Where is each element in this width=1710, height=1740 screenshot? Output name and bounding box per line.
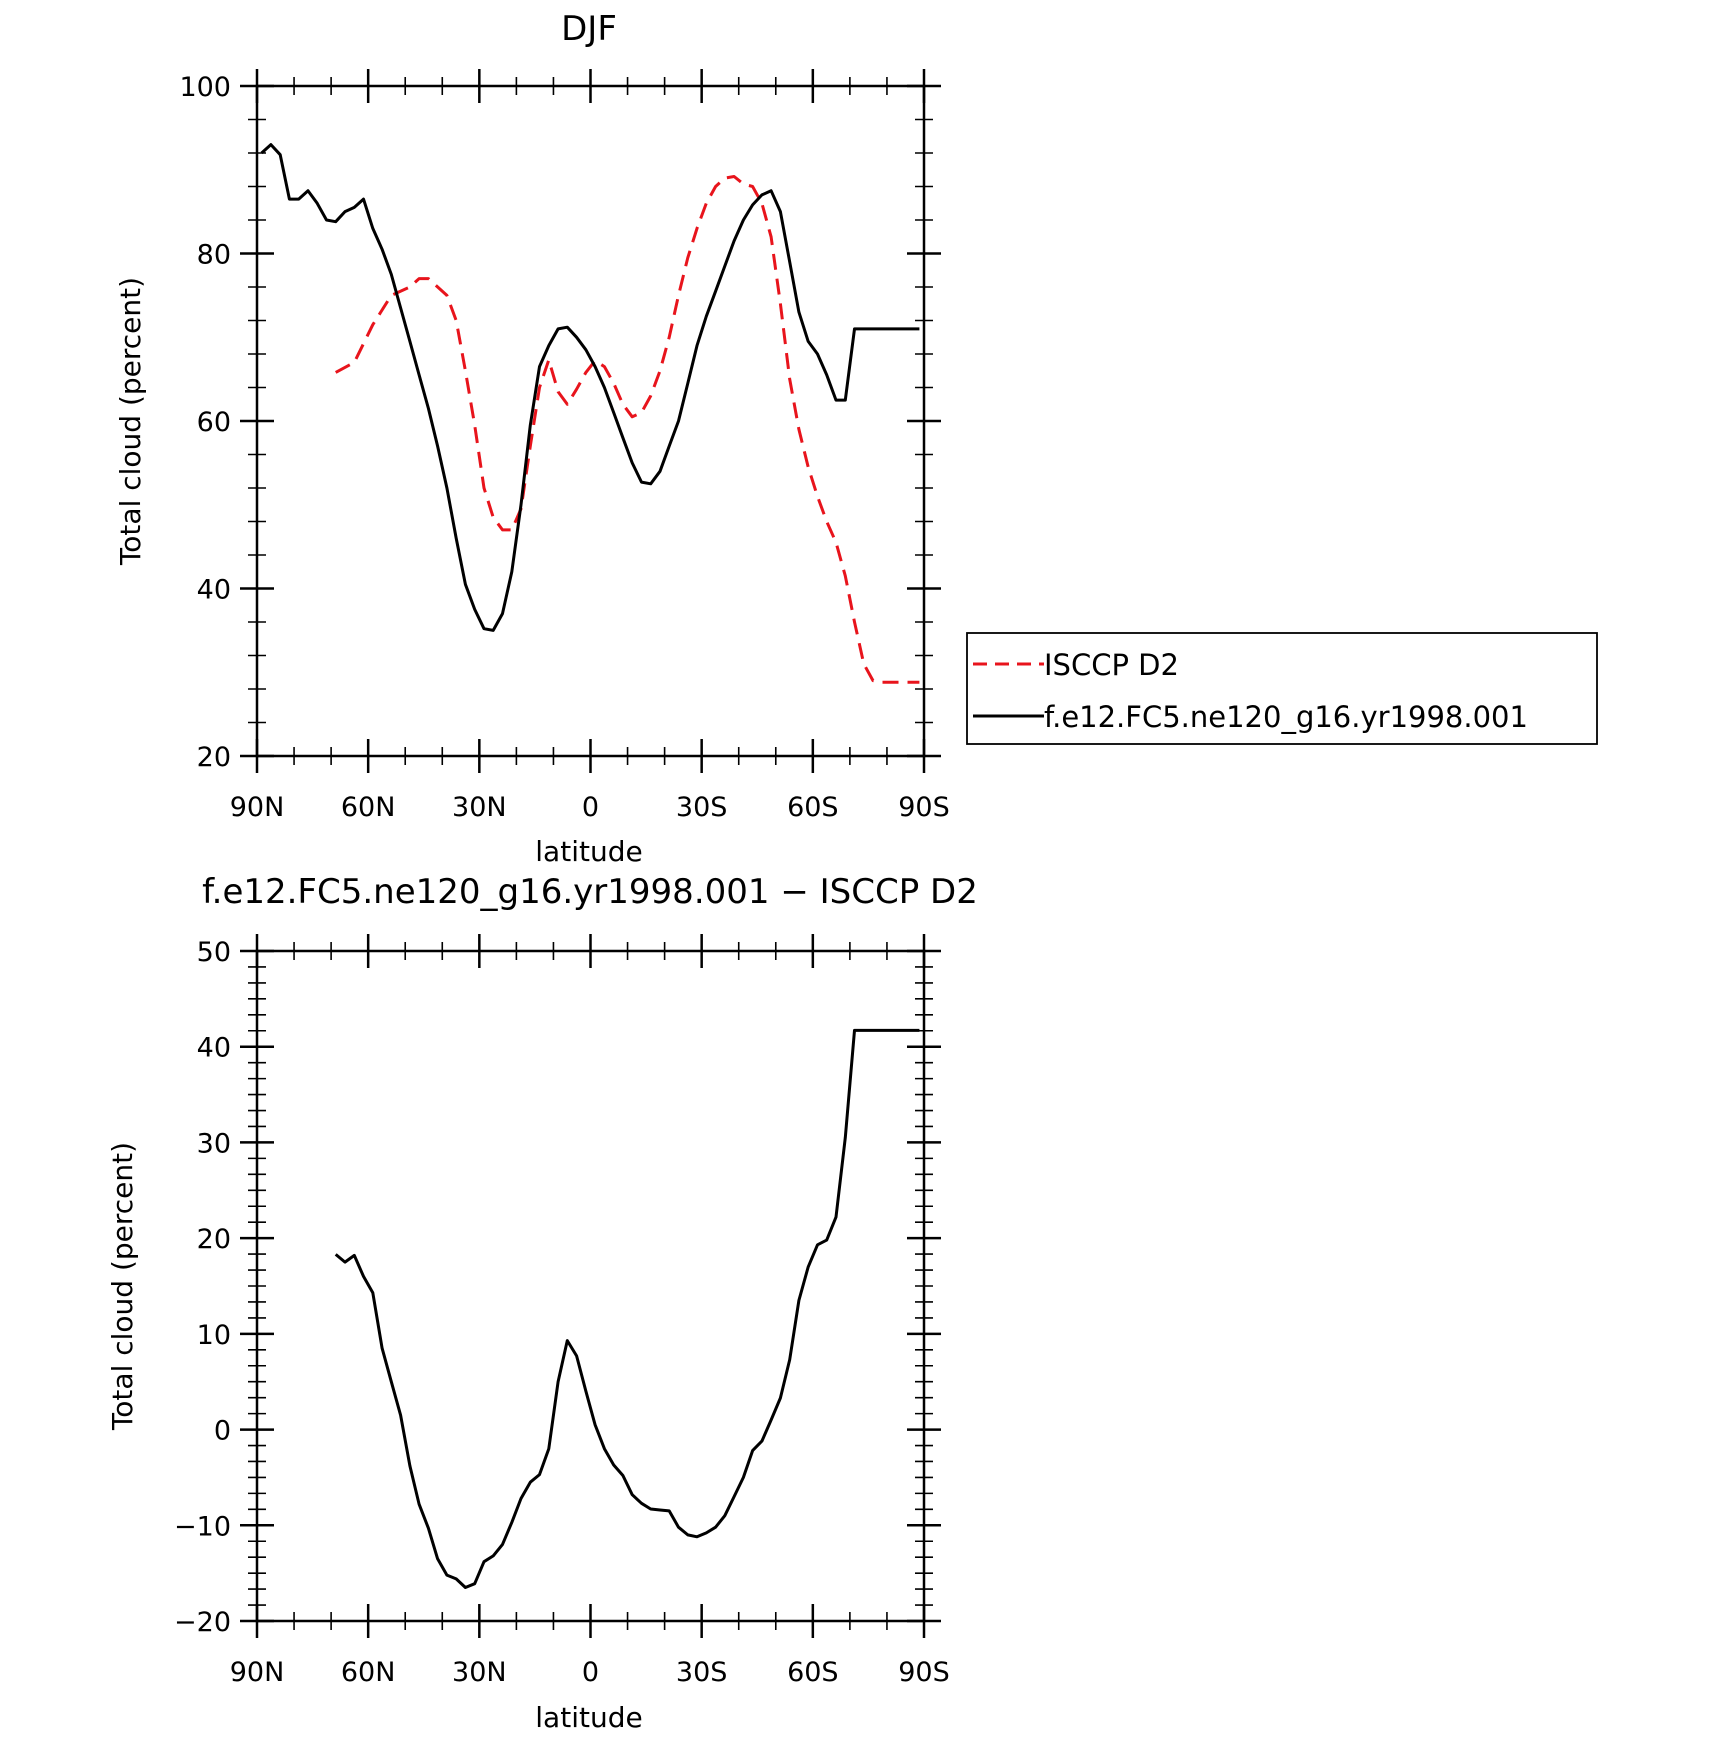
difference-line xyxy=(334,1028,920,1589)
top-panel: DJF 20 40 60 80 100 90N 60N 30N 0 30S 60S 90S lati… xyxy=(114,9,1598,868)
y-tick-label: 20 xyxy=(197,742,231,773)
x-tick-label: 0 xyxy=(582,1657,599,1688)
x-tick-label: 90S xyxy=(898,792,950,823)
bottom-panel-x-axis-label: latitude xyxy=(535,1701,642,1734)
y-tick-label: 80 xyxy=(197,240,231,271)
bottom-panel-x-tick-labels: 90N 60N 30N 0 30S 60S 90S xyxy=(230,1657,950,1688)
x-tick-label: 60N xyxy=(341,1657,396,1688)
y-tick-label: 60 xyxy=(197,407,231,438)
y-tick-label: 50 xyxy=(197,937,231,968)
y-tick-label: 100 xyxy=(179,72,231,103)
bottom-panel-series xyxy=(334,1028,920,1589)
x-tick-label: 30N xyxy=(452,1657,507,1688)
x-tick-label: 90S xyxy=(898,1657,950,1688)
top-panel-series xyxy=(260,143,920,684)
legend: ISCCP D2 f.e12.FC5.ne120_g16.yr1998.001 xyxy=(966,632,1598,745)
x-tick-label: 60S xyxy=(787,792,839,823)
top-panel-title: DJF xyxy=(561,9,617,49)
bottom-panel: f.e12.FC5.ne120_g16.yr1998.001 − ISCCP D… xyxy=(106,872,978,1734)
bottom-panel-plot-frame xyxy=(255,949,926,1623)
x-tick-label: 30S xyxy=(676,792,728,823)
top-panel-y-axis-label: Total cloud (percent) xyxy=(114,277,147,566)
x-tick-label: 60N xyxy=(341,792,396,823)
top-panel-y-tick-labels: 20 40 60 80 100 xyxy=(179,72,231,773)
y-tick-label: 10 xyxy=(197,1320,231,1351)
x-tick-label: 30S xyxy=(676,1657,728,1688)
top-panel-x-tick-labels: 90N 60N 30N 0 30S 60S 90S xyxy=(230,792,950,823)
bottom-panel-ticks xyxy=(240,934,941,1638)
legend-label-isccp: ISCCP D2 xyxy=(1044,648,1179,682)
x-tick-label: 60S xyxy=(787,1657,839,1688)
y-tick-label: 40 xyxy=(197,575,231,606)
top-panel-ticks xyxy=(240,69,941,773)
y-tick-label: 20 xyxy=(197,1224,231,1255)
y-tick-label: 40 xyxy=(197,1033,231,1064)
model-line xyxy=(260,143,920,632)
top-panel-x-axis-label: latitude xyxy=(535,835,642,868)
legend-label-model: f.e12.FC5.ne120_g16.yr1998.001 xyxy=(1044,700,1528,734)
x-tick-label: 0 xyxy=(582,792,599,823)
bottom-panel-y-axis-label: Total cloud (percent) xyxy=(106,1142,139,1431)
top-panel-plot-frame xyxy=(255,84,926,758)
y-tick-label: −10 xyxy=(174,1511,231,1542)
x-tick-label: 90N xyxy=(230,792,285,823)
y-tick-label: −20 xyxy=(174,1607,231,1638)
legend-box xyxy=(966,632,1598,745)
x-tick-label: 90N xyxy=(230,1657,285,1688)
bottom-panel-title: f.e12.FC5.ne120_g16.yr1998.001 − ISCCP D… xyxy=(202,872,978,912)
y-tick-label: 0 xyxy=(214,1416,231,1447)
bottom-panel-y-tick-labels: −20 −10 0 10 20 30 40 50 xyxy=(174,937,231,1638)
x-tick-label: 30N xyxy=(452,792,507,823)
y-tick-label: 30 xyxy=(197,1128,231,1159)
isccp-d2-line xyxy=(334,175,920,684)
